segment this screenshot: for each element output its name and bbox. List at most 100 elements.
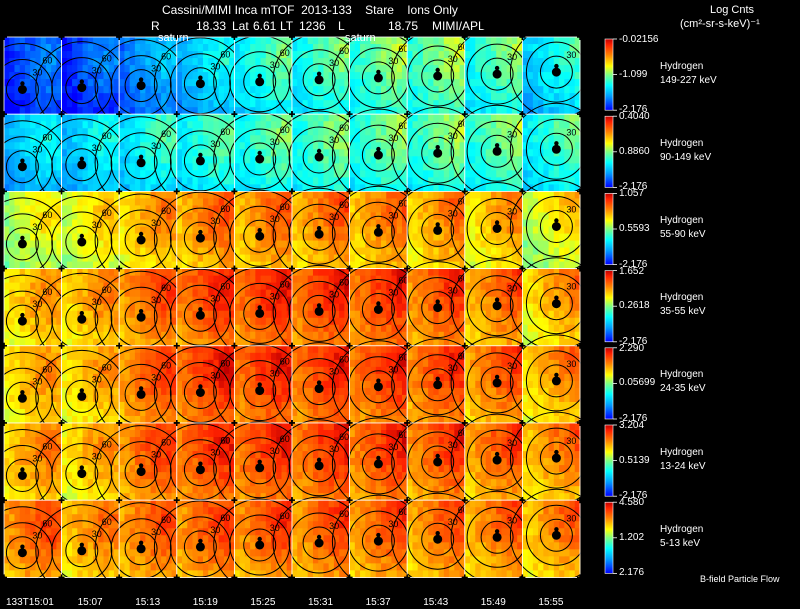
colorbar-label-min: -2.176 bbox=[619, 258, 648, 270]
contour-label: 30 bbox=[507, 284, 517, 294]
saturn-marker bbox=[551, 144, 561, 154]
contour-60 bbox=[288, 280, 350, 342]
contour-30 bbox=[421, 445, 455, 479]
contour-label: 60 bbox=[102, 362, 112, 372]
contour-30 bbox=[5, 73, 39, 106]
colorbar-label-mid: 0.5593 bbox=[619, 223, 650, 234]
species-label: Hydrogen bbox=[660, 446, 704, 458]
contour-label: 30 bbox=[448, 208, 458, 218]
contour-60 bbox=[169, 439, 231, 501]
species-label: Hydrogen bbox=[660, 215, 704, 226]
energy-label: 55-90 keV bbox=[660, 229, 706, 240]
units-line1: Log Cnts bbox=[710, 4, 755, 16]
contour-label: 30 bbox=[388, 442, 398, 452]
contour-label: 60 bbox=[398, 276, 408, 286]
species-label: Hydrogen bbox=[660, 292, 704, 304]
saturn-marker bbox=[314, 75, 324, 85]
contour-30 bbox=[302, 217, 336, 251]
contour-label: 60 bbox=[398, 198, 408, 208]
energy-label: 149-227 keV bbox=[660, 74, 717, 86]
contour-label: 60 bbox=[161, 283, 171, 293]
contour-30 bbox=[124, 532, 158, 566]
contour-label: 30 bbox=[32, 531, 42, 541]
contour-30 bbox=[480, 57, 514, 91]
contour-label: 60 bbox=[42, 442, 52, 452]
contour-30 bbox=[65, 71, 99, 105]
time-tick-label: 15:43 bbox=[423, 597, 449, 608]
title-line: Cassini/MIMI Inca mTOF 2013-133 Stare Io… bbox=[162, 3, 458, 17]
contour-label: 30 bbox=[448, 363, 458, 373]
contour-label: 60 bbox=[42, 287, 52, 297]
contour-label: 30 bbox=[388, 519, 398, 529]
contour-30 bbox=[183, 530, 217, 564]
contour-label: 30 bbox=[151, 450, 161, 460]
contour-label: 30 bbox=[448, 517, 458, 527]
contour-label: 30 bbox=[270, 523, 280, 533]
contour-label: 30 bbox=[329, 444, 339, 454]
contour-label: 30 bbox=[270, 214, 280, 224]
colorbar-label-mid: -1.099 bbox=[619, 68, 648, 80]
contour-30 bbox=[183, 376, 217, 409]
contour-label: 30 bbox=[448, 131, 458, 141]
saturn-marker bbox=[433, 148, 443, 158]
contour-label: 30 bbox=[270, 291, 280, 301]
contour-30 bbox=[539, 132, 573, 166]
contour-label: 30 bbox=[32, 68, 42, 78]
contour-30 bbox=[65, 148, 99, 182]
saturn-marker bbox=[373, 73, 383, 83]
saturn-marker bbox=[492, 455, 502, 465]
saturn-marker bbox=[195, 310, 205, 320]
contour-60 bbox=[51, 520, 113, 582]
contour-label: 30 bbox=[388, 210, 398, 220]
contour-30 bbox=[124, 300, 158, 334]
contour-label: 60 bbox=[339, 277, 349, 287]
saturn-marker bbox=[77, 314, 87, 324]
contour-60 bbox=[229, 128, 291, 190]
energy-label: 5-13 keV bbox=[660, 537, 701, 549]
saturn-marker bbox=[551, 530, 561, 540]
saturn-marker bbox=[17, 162, 27, 172]
saturn-marker bbox=[17, 548, 27, 558]
contour-60 bbox=[525, 118, 587, 180]
contour-30 bbox=[5, 304, 39, 338]
contour-30 bbox=[480, 520, 514, 554]
saturn-marker bbox=[255, 540, 265, 550]
saturn-marker bbox=[17, 393, 27, 403]
contour-30 bbox=[302, 294, 336, 328]
contour-60 bbox=[229, 514, 291, 576]
contour-label: 60 bbox=[398, 507, 408, 517]
saturn-marker bbox=[77, 160, 87, 170]
contour-30 bbox=[539, 518, 573, 552]
contour-label: 30 bbox=[566, 282, 576, 292]
contour-30 bbox=[183, 67, 217, 101]
contour-label: 30 bbox=[151, 372, 161, 382]
saturn-marker bbox=[136, 467, 146, 477]
saturn-label-a: saturn bbox=[158, 32, 189, 44]
saturn-marker bbox=[433, 71, 443, 81]
contour-30 bbox=[361, 138, 395, 172]
contour-label: 30 bbox=[448, 54, 458, 64]
saturn-marker bbox=[492, 532, 502, 542]
contour-30 bbox=[539, 287, 573, 321]
contour-30 bbox=[361, 447, 395, 481]
contour-label: 60 bbox=[280, 357, 290, 367]
contour-label: 30 bbox=[566, 359, 576, 369]
contour-label: 60 bbox=[280, 434, 290, 444]
contour-label: 30 bbox=[507, 515, 517, 525]
contour-30 bbox=[302, 449, 336, 483]
contour-label: 30 bbox=[92, 374, 102, 384]
contour-label: 60 bbox=[458, 119, 468, 129]
saturn-marker bbox=[551, 376, 561, 386]
contour-30 bbox=[183, 144, 217, 178]
panel-r6-c9: 30 bbox=[509, 488, 603, 582]
contour-label: 30 bbox=[507, 361, 517, 371]
contour-label: 60 bbox=[42, 133, 52, 143]
contour-30 bbox=[480, 443, 514, 477]
saturn-marker bbox=[551, 299, 561, 309]
colorbar-r3 bbox=[604, 270, 617, 343]
